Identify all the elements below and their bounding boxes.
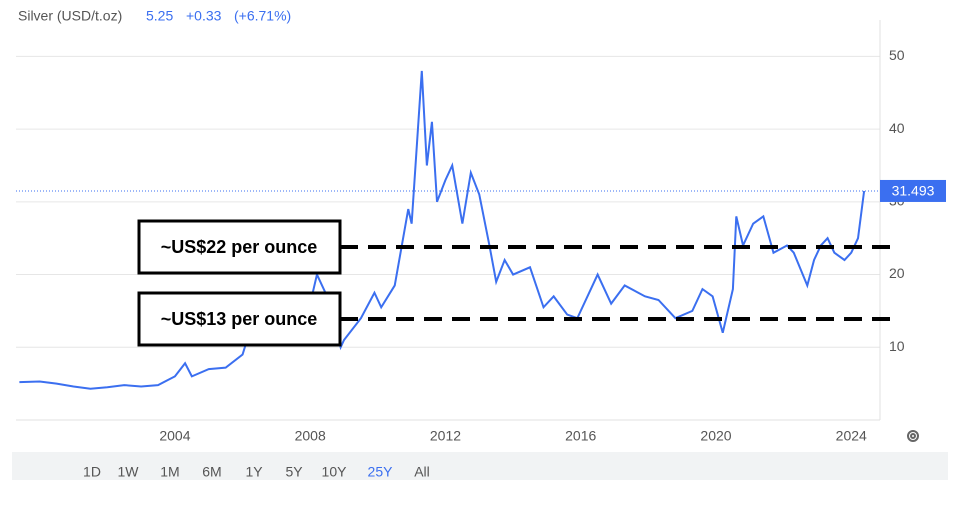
last-price-badge	[880, 179, 946, 202]
x-tick-label: 2004	[159, 428, 190, 444]
range-button[interactable]: 1W	[118, 464, 140, 480]
range-button[interactable]: 5Y	[285, 464, 303, 480]
title: Silver (USD/t.oz)	[18, 8, 122, 24]
x-tick-label: 2020	[700, 428, 731, 444]
settings-icon[interactable]	[907, 430, 919, 442]
y-tick-label: 10	[889, 338, 905, 354]
range-button[interactable]: 25Y	[368, 464, 394, 480]
price: 5.25	[146, 8, 173, 24]
change: +0.33	[186, 8, 222, 24]
annotation-text: ~US$13 per ounce	[161, 309, 318, 329]
range-bar	[12, 452, 948, 480]
y-tick-label: 20	[889, 265, 905, 281]
range-button[interactable]: 1M	[160, 464, 179, 480]
y-tick-label: 50	[889, 47, 905, 63]
x-tick-label: 2016	[565, 428, 596, 444]
annotation-box	[137, 291, 342, 347]
y-tick-label: 40	[889, 120, 905, 136]
annotation-box	[137, 219, 342, 275]
x-tick-label: 2012	[430, 428, 461, 444]
range-button[interactable]: 1Y	[245, 464, 263, 480]
annotation-text: ~US$22 per ounce	[161, 237, 318, 257]
price-line	[19, 70, 866, 390]
x-tick-label: 2008	[295, 428, 326, 444]
change-pct: (+6.71%)	[234, 8, 291, 24]
x-tick-label: 2024	[836, 428, 867, 444]
range-button[interactable]: 6M	[202, 464, 221, 480]
range-button[interactable]: 1D	[83, 464, 101, 480]
last-price-label: 31.493	[892, 183, 935, 199]
range-button[interactable]: All	[414, 464, 430, 480]
range-button[interactable]: 10Y	[322, 464, 348, 480]
